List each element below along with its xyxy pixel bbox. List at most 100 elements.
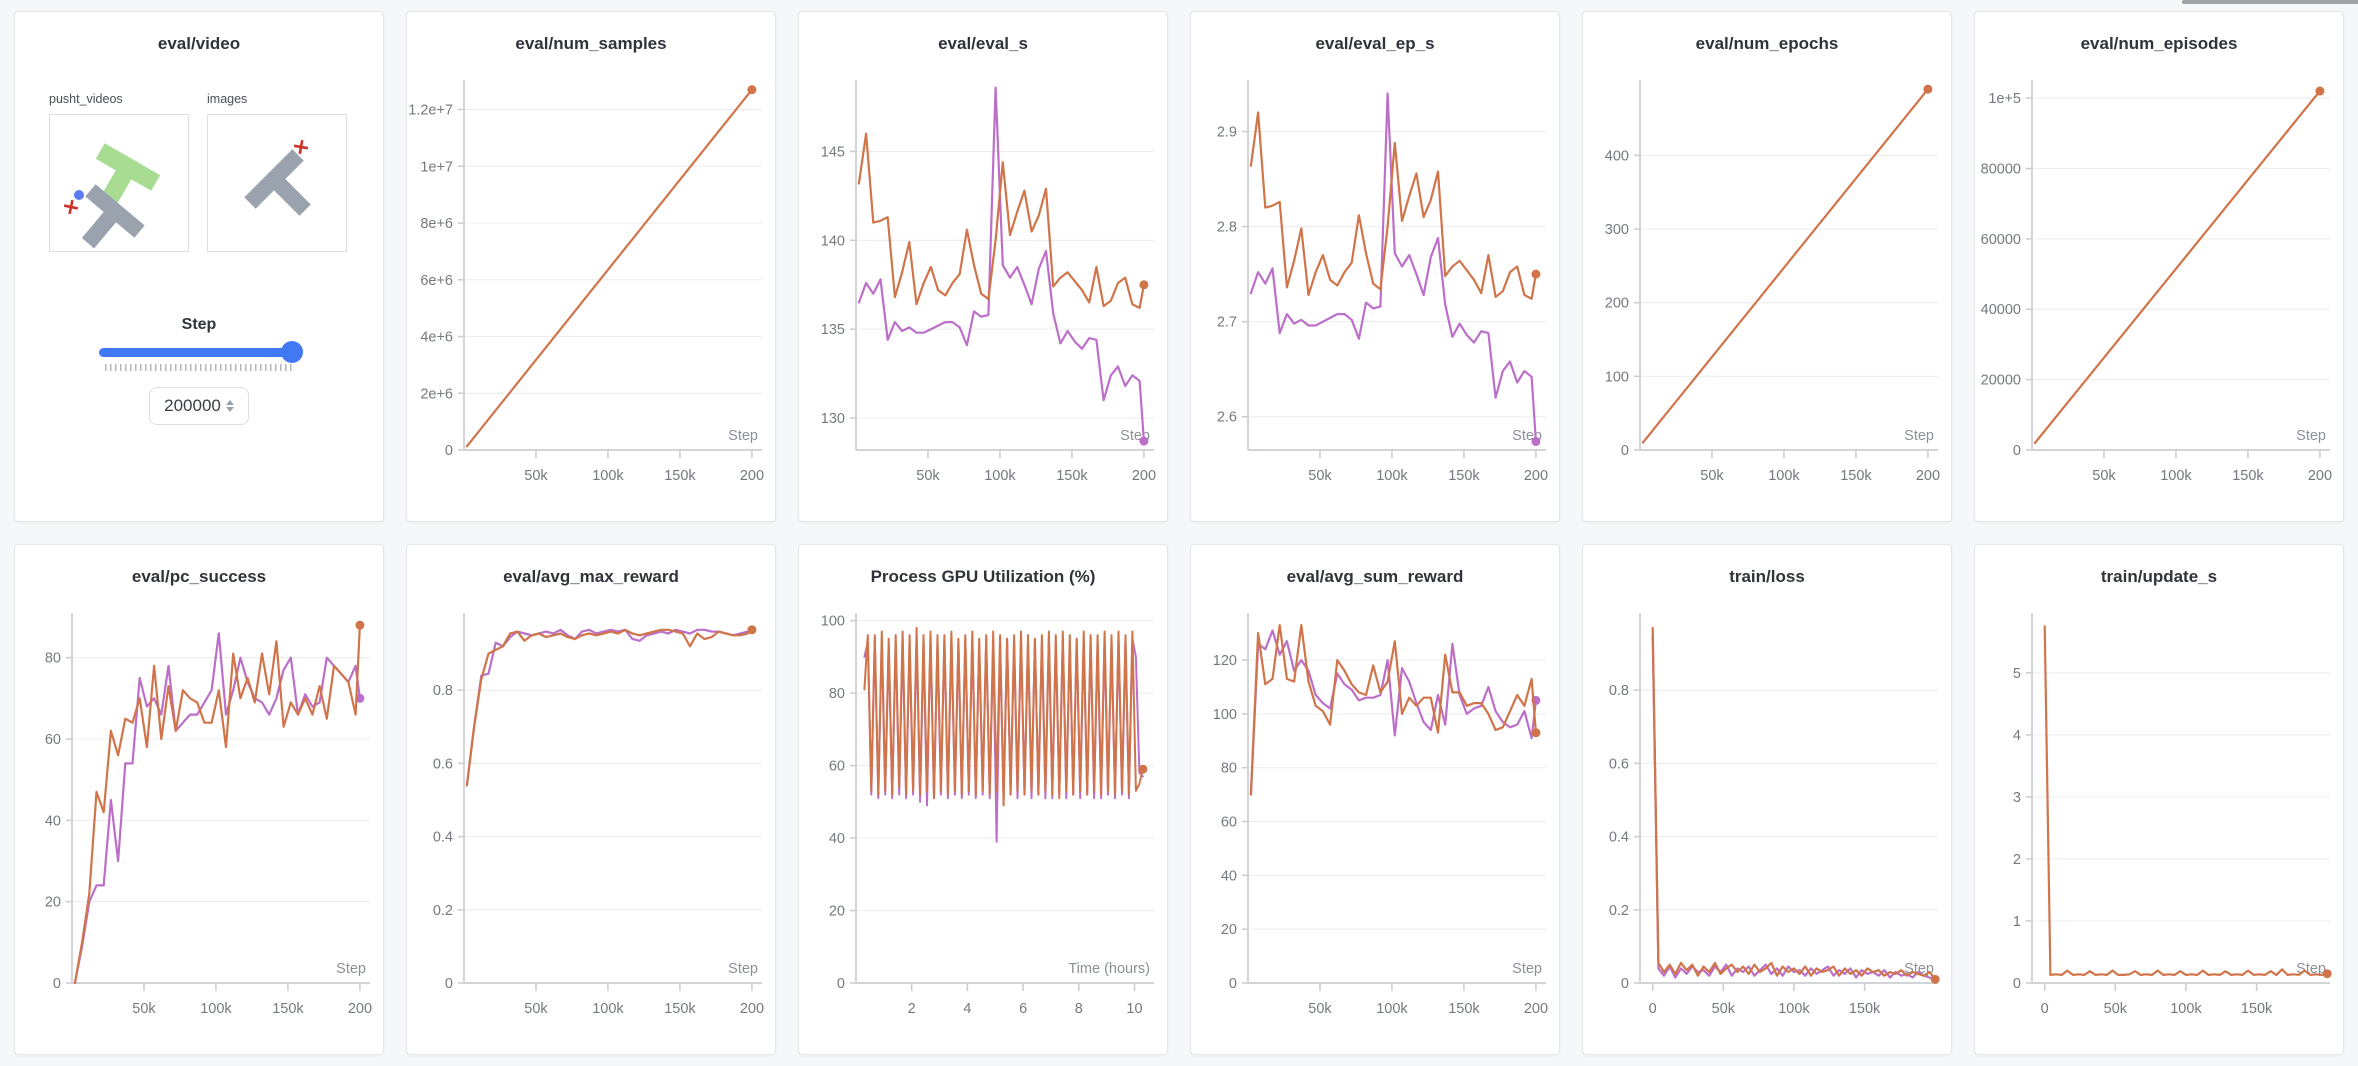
media-row: pusht_videos	[49, 92, 349, 252]
y-tick-label: 0.2	[1609, 903, 1629, 919]
object-t-shape-icon	[81, 184, 145, 249]
chart-canvas: 0 100 200 300 400 50k 100k 150k 200 Step	[1605, 80, 1940, 484]
x-tick-label: 50k	[524, 1001, 548, 1017]
y-tick-label: 60	[829, 759, 845, 775]
chart-panel-eval-avg-max-reward: eval/avg_max_reward 0 0.2 0.4 0.6 0.8 50k 100k…	[406, 544, 776, 1055]
y-tick-label: 0	[2013, 976, 2021, 992]
series-line-orange-run	[1249, 624, 1537, 796]
chart-title: eval/pc_success	[131, 567, 267, 586]
target-cross-icon	[63, 199, 79, 215]
series-end-dot-orange-run	[747, 85, 757, 95]
series-end-dot-purple-run	[1139, 436, 1149, 446]
step-slider[interactable]	[99, 341, 303, 371]
chart-eval-avg-max-reward[interactable]: 0 0.2 0.4 0.6 0.8 50k 100k 150k 200 Step	[407, 609, 775, 1054]
chart-eval-eval-ep-s[interactable]: 2.6 2.7 2.8 2.9 50k 100k 150k 200 Step	[1191, 76, 1559, 521]
chart-eval-avg-sum-reward[interactable]: 0 20 40 60 80 100 120 50k 100k 150k 200 Step	[1191, 609, 1559, 1054]
chart-panel-eval-avg-sum-reward: eval/avg_sum_reward 0 20 40 60 80 100 120 50k 10…	[1190, 544, 1560, 1055]
chart-eval-num-samples[interactable]: 0 2e+6 4e+6 6e+6 8e+6 1e+7 1.2e+7 50k 100k 150k 20…	[407, 76, 775, 521]
x-tick-label: 50k	[916, 468, 940, 484]
series-line-orange-run	[1641, 88, 1929, 444]
x-tick-label: 100k	[2160, 468, 2192, 484]
chart-gpu-utilization[interactable]: 0 20 40 60 80 100 2 4 6 8 10 Time (hours)	[799, 609, 1167, 1054]
chart-train-update-s[interactable]: 0 1 2 3 4 5 0 50k 100k 150k Step	[1975, 609, 2343, 1054]
x-tick-label: 8	[1075, 1001, 1083, 1017]
slider-track[interactable]	[99, 341, 303, 363]
x-axis-label: Step	[1512, 961, 1542, 977]
y-tick-label: 100	[1605, 369, 1629, 385]
x-axis-label: Time (hours)	[1068, 961, 1150, 977]
chart-canvas: 0 2e+6 4e+6 6e+6 8e+6 1e+7 1.2e+7 50k 100k 150k 20…	[408, 80, 764, 484]
chart-eval-num-episodes[interactable]: 0 20000 40000 60000 80000 1e+5 50k 100k 150k 200 S…	[1975, 76, 2343, 521]
chart-title: eval/avg_sum_reward	[1286, 567, 1464, 586]
x-tick-label: 100k	[1778, 1001, 1810, 1017]
x-tick-label: 100k	[984, 468, 1016, 484]
series-line-purple-run	[1249, 629, 1537, 796]
y-tick-label: 0	[1621, 443, 1629, 459]
chart-eval-pc-success[interactable]: 0 20 40 60 80 50k 100k 150k 200 Step	[15, 609, 383, 1054]
x-axis-label: Step	[336, 961, 366, 977]
chart-eval-num-epochs[interactable]: 0 100 200 300 400 50k 100k 150k 200 Step	[1583, 76, 1951, 521]
horizontal-scrollbar[interactable]	[2182, 0, 2358, 4]
y-tick-label: 0.6	[1609, 756, 1629, 772]
x-tick-label: 50k	[132, 1001, 156, 1017]
chart-panel-train-update-s: train/update_s 0 1 2 3 4 5 0 50k 100k 150k Step	[1974, 544, 2344, 1055]
y-tick-label: 4e+6	[420, 330, 453, 346]
x-tick-label: 100k	[592, 468, 624, 484]
chart-canvas: 0 20000 40000 60000 80000 1e+5 50k 100k 150k 200 S…	[1981, 80, 2332, 484]
series-line-purple-run	[863, 637, 1144, 843]
stepper-arrows-icon[interactable]	[225, 400, 234, 412]
x-tick-label: 200	[1916, 468, 1940, 484]
x-tick-label: 0	[2041, 1001, 2049, 1017]
x-tick-label: 150k	[664, 1001, 696, 1017]
chart-panel-gpu-utilization: Process GPU Utilization (%) 0 20 40 60 80 100…	[798, 544, 1168, 1055]
x-axis-label: Step	[1904, 428, 1934, 444]
series-end-dot-orange-run	[1531, 269, 1541, 279]
step-value-input[interactable]: 200000	[149, 387, 249, 425]
y-tick-label: 135	[821, 322, 845, 338]
chart-title: eval/num_epochs	[1695, 34, 1839, 53]
y-tick-label: 80	[829, 686, 845, 702]
y-tick-label: 40	[45, 813, 61, 829]
x-tick-label: 50k	[1308, 1001, 1332, 1017]
y-tick-label: 1.2e+7	[408, 103, 453, 119]
y-tick-label: 1	[2013, 914, 2021, 930]
y-tick-label: 2e+6	[420, 386, 453, 402]
y-tick-label: 140	[821, 233, 845, 249]
x-axis-label: Step	[728, 428, 758, 444]
slider-thumb[interactable]	[281, 341, 303, 363]
x-tick-label: 100k	[2170, 1001, 2202, 1017]
x-tick-label: 150k	[1448, 468, 1480, 484]
chart-title: Process GPU Utilization (%)	[870, 567, 1096, 586]
series-line-purple-run	[465, 628, 753, 787]
x-tick-label: 150k	[2241, 1001, 2273, 1017]
chart-title: eval/avg_max_reward	[503, 567, 679, 586]
pusht-video-thumbnail[interactable]	[49, 114, 189, 252]
chart-title: train/update_s	[2100, 567, 2218, 586]
y-tick-label: 60000	[1981, 232, 2021, 248]
y-tick-label: 2.9	[1217, 125, 1237, 141]
series-end-dot-purple-run	[355, 693, 365, 703]
y-tick-label: 0.8	[433, 683, 453, 699]
y-tick-label: 80	[1221, 761, 1237, 777]
chart-canvas: 0 20 40 60 80 100 120 50k 100k 150k 200 Step	[1213, 613, 1548, 1017]
y-tick-label: 80000	[1981, 161, 2021, 177]
x-tick-label: 100k	[1376, 468, 1408, 484]
series-line-orange-run	[1249, 111, 1537, 300]
x-tick-label: 150k	[1448, 1001, 1480, 1017]
chart-eval-eval-s[interactable]: 130 135 140 145 50k 100k 150k 200 Step	[799, 76, 1167, 521]
target-cross-icon	[293, 139, 309, 155]
y-tick-label: 0.2	[433, 903, 453, 919]
chart-title: eval/eval_ep_s	[1315, 34, 1435, 53]
y-tick-label: 4	[2013, 728, 2021, 744]
series-line-orange-run	[465, 628, 753, 787]
chart-train-loss[interactable]: 0 0.2 0.4 0.6 0.8 0 50k 100k 150k Step	[1583, 609, 1951, 1054]
x-axis-label: Step	[2296, 961, 2326, 977]
y-tick-label: 20	[829, 904, 845, 920]
chart-title: eval/num_episodes	[2080, 34, 2238, 53]
series-line-orange-run	[863, 626, 1144, 807]
chart-canvas: 0 20 40 60 80 50k 100k 150k 200 Step	[45, 613, 372, 1017]
y-tick-label: 200	[1605, 296, 1629, 312]
images-thumbnail[interactable]	[207, 114, 347, 252]
